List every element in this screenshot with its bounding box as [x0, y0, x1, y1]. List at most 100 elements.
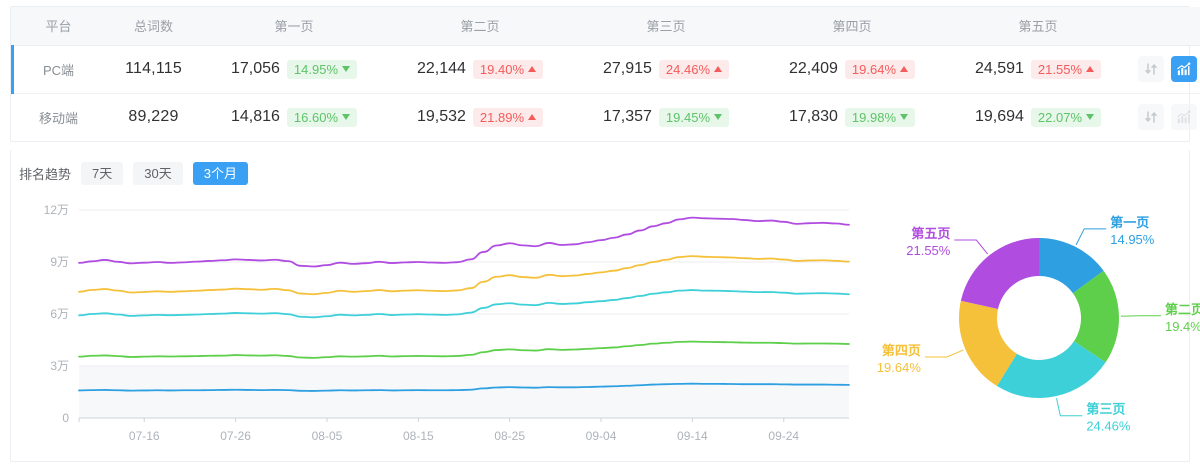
triangle-up-icon [900, 66, 909, 72]
x-axis-tick-label: 09-04 [586, 429, 617, 443]
row-page-3-cell: 17,357 19.45% [573, 92, 759, 141]
range-tab-7d[interactable]: 7天 [81, 162, 124, 185]
rank-trend-toolbar: 排名趋势 7天 30天 3个月 [19, 162, 248, 185]
table-row[interactable]: PC端 114,115 17,056 14.95% [11, 44, 1200, 93]
table-header: 平台 总词数 第一页 第二页 第三页 第四页 第五页 [11, 7, 1200, 46]
donut-label-name: 第一页 [1110, 215, 1149, 230]
y-axis-tick-label: 6万 [50, 307, 69, 321]
column-header-total-keywords: 总词数 [106, 7, 201, 46]
page-share-badge: 21.55% [1030, 59, 1102, 79]
page-share-badge: 19.40% [472, 59, 544, 79]
sort-updown-icon[interactable] [1137, 104, 1164, 131]
page-share-value: 16.60% [293, 109, 339, 125]
column-header-page-2: 第二页 [387, 7, 573, 46]
y-axis-tick-label: 3万 [50, 359, 69, 373]
donut-slice-第四页[interactable] [959, 300, 1017, 387]
range-tab-3m[interactable]: 3个月 [192, 162, 248, 185]
x-axis-tick-label: 09-24 [768, 429, 799, 443]
page-count: 22,409 [788, 60, 838, 77]
row-page-4-cell: 17,830 19.98% [759, 92, 945, 141]
page-share-badge: 19.64% [844, 59, 916, 79]
charts-area: 0 3万 6万 9万 12万 07-16 07-26 08-05 08-15 08-25 09-04… [11, 196, 1200, 461]
donut-label-value: 19.64% [877, 360, 922, 375]
bar-chart-icon[interactable] [1170, 56, 1197, 82]
donut-label-name: 第四页 [882, 343, 921, 358]
line-series-第二页 [78, 340, 850, 359]
donut-slice-第三页[interactable] [996, 341, 1106, 398]
triangle-down-icon [1086, 114, 1095, 121]
page-share-badge: 22.07% [1030, 107, 1102, 127]
row-platform-label: PC端 [11, 44, 106, 93]
keyword-distribution-table: 平台 总词数 第一页 第二页 第三页 第四页 第五页 PC端 114,115 [11, 7, 1200, 141]
page-count: 17,830 [788, 108, 838, 126]
line-chart-svg: 0 3万 6万 9万 12万 07-16 07-26 08-05 08-15 08-25 09-04… [44, 203, 850, 443]
keyword-distribution-table-card: 平台 总词数 第一页 第二页 第三页 第四页 第五页 PC端 114,115 [10, 6, 1200, 142]
y-axis-tick-label: 9万 [50, 255, 69, 269]
x-axis-tick-label: 08-15 [403, 429, 434, 443]
page-count: 17,357 [602, 108, 652, 126]
range-tab-30d[interactable]: 30天 [133, 162, 183, 185]
page-count: 17,056 [230, 60, 280, 77]
page-share-badge: 21.89% [472, 107, 544, 127]
page-share-badge: 16.60% [286, 107, 358, 127]
row-page-1-cell: 17,056 14.95% [201, 45, 387, 93]
row-total-keywords: 89,229 [106, 92, 201, 141]
triangle-down-icon [342, 114, 351, 121]
bar-chart-icon[interactable] [1170, 104, 1197, 131]
row-page-4-cell: 22,409 19.64% [759, 45, 945, 93]
page-share-value: 19.40% [479, 61, 525, 77]
line-series-第五页 [78, 216, 850, 268]
column-header-actions [1131, 7, 1200, 46]
triangle-up-icon [528, 66, 537, 72]
page-share-value: 14.95% [293, 61, 339, 77]
rank-trend-line-chart[interactable]: 0 3万 6万 9万 12万 07-16 07-26 08-05 08-15 08-25 09-04… [11, 196, 871, 458]
table-header-row: 平台 总词数 第一页 第二页 第三页 第四页 第五页 [11, 7, 1200, 46]
triangle-up-icon [714, 66, 723, 72]
page-distribution-donut-chart[interactable]: 第一页 14.95% 第二页 19.4% 第三页 24.46% 第四页 19.64% 第五页 21… [871, 196, 1200, 458]
row-total-keywords: 114,115 [125, 60, 182, 77]
donut-label-value: 24.46% [1086, 419, 1131, 434]
column-header-page-4: 第四页 [759, 7, 945, 46]
row-actions-cell [1131, 92, 1200, 141]
sort-updown-icon[interactable] [1137, 56, 1164, 82]
page-count: 22,144 [416, 60, 466, 77]
row-page-5-cell: 24,591 21.55% [945, 45, 1131, 93]
donut-chart-svg: 第一页 14.95% 第二页 19.4% 第三页 24.46% 第四页 19.64% 第五页 21… [877, 215, 1200, 434]
donut-slice-第五页[interactable] [960, 238, 1039, 309]
page-share-value: 21.89% [479, 109, 525, 125]
rank-trend-title: 排名趋势 [19, 167, 72, 182]
page-count: 24,591 [974, 60, 1024, 77]
table-body: PC端 114,115 17,056 14.95% [11, 44, 1200, 141]
donut-slice-第二页[interactable] [1072, 270, 1119, 363]
row-page-3-cell: 27,915 24.46% [573, 45, 759, 93]
page-share-value: 24.46% [665, 61, 711, 77]
y-axis-tick-label: 12万 [44, 203, 69, 217]
line-series-第四页 [78, 255, 850, 296]
page-share-badge: 19.98% [844, 107, 916, 127]
x-axis-tick-label: 07-16 [129, 429, 160, 443]
row-platform-label: 移动端 [11, 92, 106, 141]
donut-leader-line [954, 239, 989, 255]
donut-label-value: 19.4% [1165, 319, 1200, 334]
donut-leader-line [1055, 398, 1083, 417]
donut-label-name: 第五页 [911, 226, 950, 241]
column-header-platform: 平台 [11, 7, 106, 46]
x-axis-tick-label: 08-05 [312, 429, 343, 443]
page-share-value: 19.98% [851, 109, 897, 125]
row-page-2-cell: 19,532 21.89% [387, 92, 573, 141]
page-share-value: 19.64% [851, 61, 897, 77]
donut-slice-第一页[interactable] [1039, 238, 1104, 294]
column-header-page-1: 第一页 [201, 7, 387, 46]
line-series-第一页 [78, 382, 850, 392]
row-page-5-cell: 19,694 22.07% [945, 92, 1131, 141]
donut-label-value: 14.95% [1110, 232, 1155, 247]
page-count: 27,915 [602, 60, 652, 77]
page-share-badge: 24.46% [658, 59, 730, 79]
donut-label-value: 21.55% [906, 243, 951, 258]
x-axis-tick-label: 07-26 [220, 429, 251, 443]
row-page-2-cell: 22,144 19.40% [387, 45, 573, 93]
page-share-value: 21.55% [1037, 61, 1083, 77]
table-row[interactable]: 移动端 89,229 14,816 16.60% [11, 92, 1200, 141]
donut-label-name: 第二页 [1165, 302, 1200, 317]
